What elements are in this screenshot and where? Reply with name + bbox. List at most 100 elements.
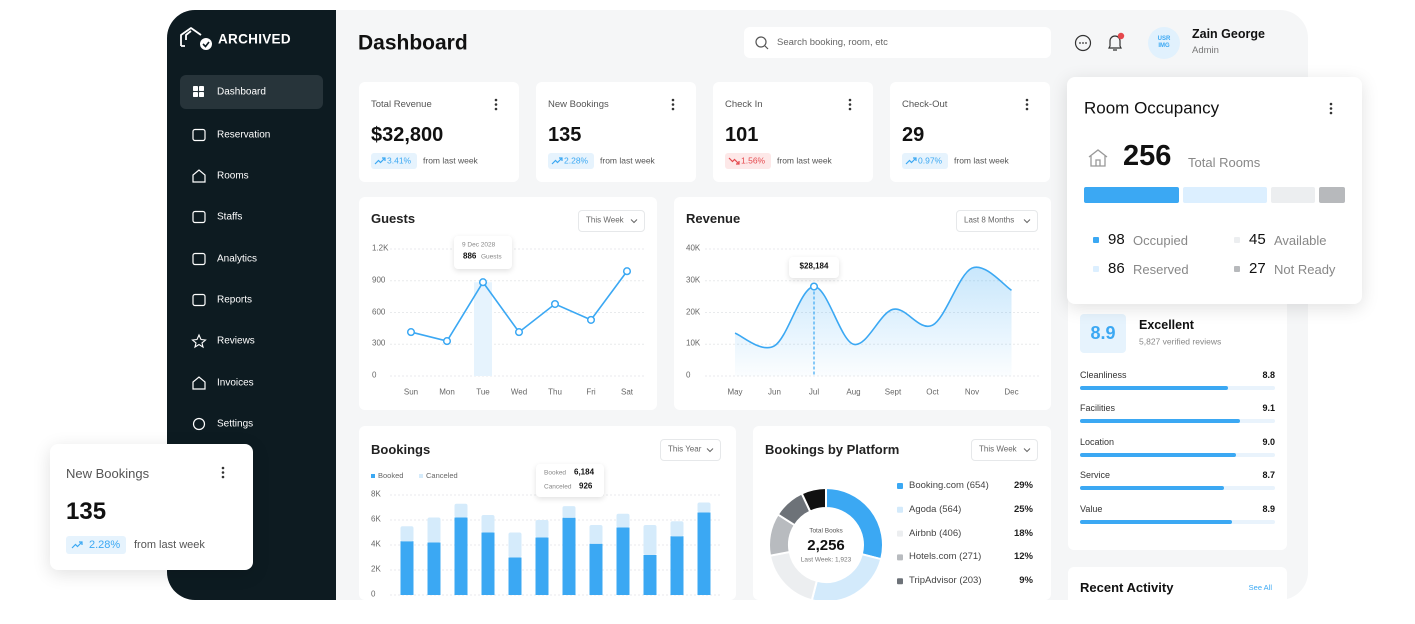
trend-chip bbox=[66, 536, 126, 554]
stat-value: $32,800 bbox=[371, 124, 444, 146]
y-tick-label: 900 bbox=[372, 275, 386, 285]
legend-swatch bbox=[1093, 266, 1099, 272]
trend-icon bbox=[728, 157, 740, 165]
tooltip-label: Booked bbox=[544, 469, 567, 477]
menu-item: Rooms bbox=[217, 170, 249, 182]
trend-chip bbox=[548, 153, 594, 169]
see-all-link[interactable]: See All bbox=[1248, 582, 1272, 592]
y-tick-label: 0 bbox=[372, 370, 377, 380]
filter-dropdown[interactable] bbox=[971, 439, 1038, 461]
occupancy-label: Available bbox=[1274, 232, 1327, 248]
card-title: Guests bbox=[371, 210, 416, 226]
review-rating: Excellent bbox=[1139, 318, 1194, 333]
stat-label: New Bookings bbox=[66, 465, 150, 481]
legend-value: 18% bbox=[1013, 527, 1033, 539]
filter-text: Last 8 Months bbox=[964, 215, 1015, 225]
legend-label: Airbnb (406) bbox=[909, 527, 962, 539]
house-icon bbox=[1088, 149, 1108, 167]
user-role: Admin bbox=[1192, 44, 1219, 56]
legend-value: 29% bbox=[1013, 479, 1033, 491]
card-title: Recent Activity bbox=[1080, 579, 1174, 595]
stat-change: 2.28% bbox=[89, 538, 121, 551]
legend-label: Agoda (564) bbox=[909, 503, 962, 515]
y-tick-label: 600 bbox=[372, 307, 386, 317]
y-tick-label: 300 bbox=[372, 338, 386, 348]
occupancy-segment bbox=[1183, 187, 1267, 203]
tooltip bbox=[454, 236, 512, 270]
y-tick-label: 30K bbox=[686, 275, 701, 285]
trend-icon bbox=[551, 157, 563, 165]
y-tick-label: 2K bbox=[371, 564, 381, 574]
y-tick-label: 0 bbox=[686, 370, 691, 380]
card-title: Bookings by Platform bbox=[765, 441, 900, 457]
user-name: Zain George bbox=[1192, 27, 1265, 42]
filter-dropdown[interactable] bbox=[578, 210, 645, 232]
legend-label: Booking.com (654) bbox=[909, 479, 989, 491]
tooltip-unit: Guests bbox=[481, 253, 502, 261]
stat-note: from last week bbox=[423, 155, 478, 166]
trend-icon bbox=[551, 157, 563, 165]
search-box[interactable] bbox=[744, 27, 1051, 58]
review-label: Cleanliness bbox=[1080, 370, 1127, 381]
trend-icon bbox=[71, 541, 83, 549]
more-icon bbox=[221, 466, 225, 479]
tooltip-value: 6,184 bbox=[574, 467, 595, 477]
stat-change: 1.56% bbox=[741, 155, 766, 166]
occupancy-segment bbox=[1084, 187, 1180, 203]
legend-value: 12% bbox=[1013, 551, 1033, 563]
stat-note: from last week bbox=[134, 538, 205, 551]
tooltip bbox=[536, 464, 604, 497]
filter-dropdown[interactable] bbox=[660, 439, 721, 461]
stat-label: Check In bbox=[725, 98, 763, 110]
x-tick-label: Sat bbox=[620, 387, 634, 397]
occupancy-value: 27 bbox=[1249, 259, 1266, 277]
occupancy-label: Occupied bbox=[1133, 232, 1188, 248]
stat-change: 3.41% bbox=[387, 155, 412, 166]
review-bar bbox=[1080, 519, 1233, 524]
menu-item: Settings bbox=[217, 418, 254, 430]
occupancy-total: 256 bbox=[1123, 140, 1172, 173]
stat-value: 29 bbox=[902, 124, 925, 146]
x-tick-label: Jul bbox=[808, 387, 820, 397]
stat-label: New Bookings bbox=[548, 98, 609, 110]
legend-label: Booked bbox=[378, 470, 404, 480]
x-tick-label: Thu bbox=[548, 387, 562, 397]
review-value: 9.1 bbox=[1262, 403, 1275, 414]
y-tick-label: 20K bbox=[686, 307, 701, 317]
filter-text: This Week bbox=[979, 444, 1017, 454]
review-label: Service bbox=[1080, 470, 1111, 481]
more-icon bbox=[848, 98, 852, 111]
occupancy-label: Reserved bbox=[1133, 261, 1189, 277]
stat-label: Total Revenue bbox=[371, 98, 432, 110]
tooltip-date: 9 Dec 2028 bbox=[462, 241, 496, 249]
stat-note: from last week bbox=[600, 155, 655, 166]
stat-note: from last week bbox=[954, 155, 1009, 166]
trend-chip bbox=[725, 153, 771, 169]
occupancy-label: Not Ready bbox=[1274, 261, 1336, 277]
filter-dropdown[interactable] bbox=[956, 210, 1038, 232]
card-title: Bookings bbox=[371, 441, 431, 457]
review-value: 8.9 bbox=[1262, 503, 1275, 514]
tooltip-label: Canceled bbox=[544, 483, 572, 491]
occupancy-value: 98 bbox=[1108, 230, 1125, 248]
x-tick-label: Aug bbox=[846, 387, 861, 397]
review-value: 8.7 bbox=[1262, 470, 1275, 481]
menu-item: Reservation bbox=[217, 129, 271, 141]
menu-item: Reports bbox=[217, 294, 253, 306]
review-count: 5,827 verified reviews bbox=[1139, 336, 1222, 347]
review-value: 8.8 bbox=[1262, 370, 1275, 381]
logo-text: ARCHIVED bbox=[218, 31, 291, 47]
legend-label: Hotels.com (271) bbox=[909, 551, 982, 563]
x-tick-label: Oct bbox=[926, 387, 939, 397]
x-tick-label: May bbox=[727, 387, 743, 397]
trend-chip bbox=[902, 153, 948, 169]
occupancy-value: 86 bbox=[1108, 259, 1125, 277]
recent-activity-card bbox=[1068, 567, 1287, 607]
more-icon bbox=[221, 466, 225, 479]
legend-label: TripAdvisor (203) bbox=[909, 574, 982, 586]
more-icon bbox=[848, 98, 852, 111]
stat-change: 2.28% bbox=[564, 155, 589, 166]
y-tick-label: 8K bbox=[371, 489, 381, 499]
menu-item: Reviews bbox=[217, 335, 255, 347]
stat-change: 0.97% bbox=[918, 155, 943, 166]
